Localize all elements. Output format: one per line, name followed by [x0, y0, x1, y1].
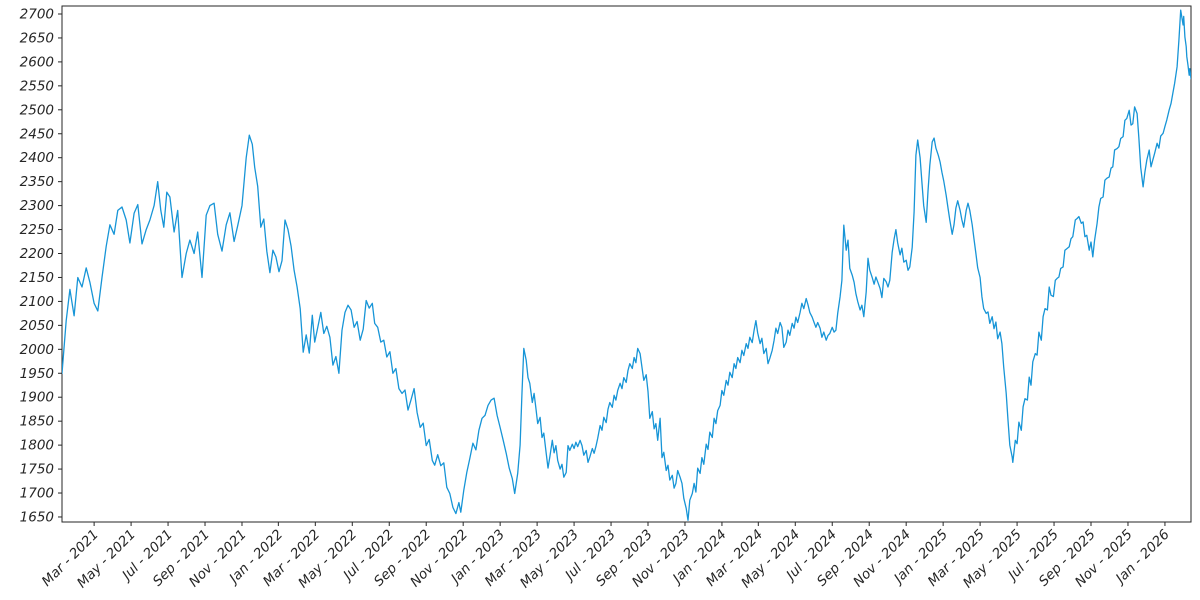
y-tick-label: 1900: [20, 390, 54, 406]
y-tick-label: 2100: [20, 294, 54, 310]
plot-area-border: [61, 5, 1192, 523]
y-tick-label: 1650: [20, 509, 54, 525]
y-tick-label: 2650: [20, 30, 54, 46]
y-tick-label: 1700: [20, 486, 54, 502]
y-tick-label: 2150: [20, 270, 54, 286]
y-tick-label: 1850: [20, 414, 54, 430]
y-tick-label: 2500: [20, 102, 54, 118]
y-tick-label: 2600: [20, 54, 54, 70]
y-tick-label: 2550: [20, 78, 54, 94]
y-tick-label: 2350: [20, 174, 54, 190]
y-tick-label: 2400: [20, 150, 54, 166]
y-tick-label: 1800: [20, 438, 54, 454]
y-tick-label: 2250: [20, 222, 54, 238]
y-tick-label: 2000: [20, 342, 54, 358]
y-tick-label: 2200: [20, 246, 54, 262]
y-tick-label: 2050: [20, 318, 54, 334]
y-tick-label: 2700: [20, 6, 54, 22]
y-tick-label: 1950: [20, 366, 54, 382]
y-axis: 1650 1700 1750 1800 1850 1900 1950 2000 2050 2100…: [20, 6, 62, 525]
y-tick-label: 2300: [20, 198, 54, 214]
y-tick-label: 2450: [20, 126, 54, 142]
price-series-line: [62, 9, 1191, 521]
y-tick-label: 1750: [20, 462, 54, 478]
